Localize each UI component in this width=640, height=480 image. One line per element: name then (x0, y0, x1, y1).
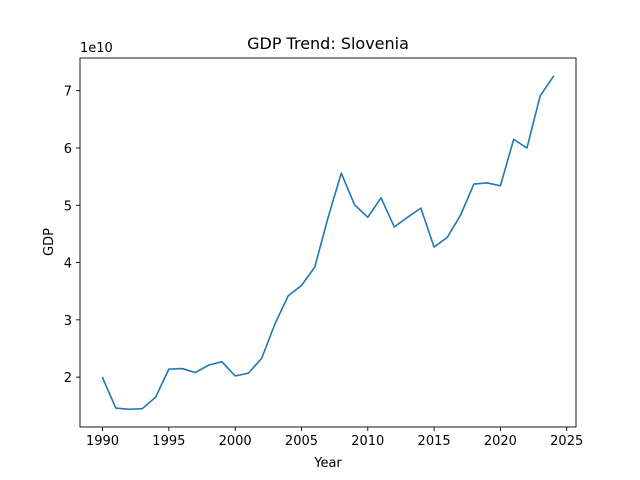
x-tick-label: 2000 (219, 434, 252, 449)
x-tick-label: 2015 (418, 434, 451, 449)
y-axis-offset-label: 1e10 (80, 41, 113, 56)
y-tick-label: 4 (64, 257, 72, 272)
y-tick-label: 3 (64, 314, 72, 329)
x-tick-label: 1990 (86, 434, 119, 449)
x-tick-label: 2005 (285, 434, 318, 449)
y-tick-label: 6 (64, 142, 72, 157)
y-tick-label: 5 (64, 199, 72, 214)
axes-frame (79, 57, 577, 428)
y-tick-label: 2 (64, 371, 72, 386)
y-axis: 2 3 4 5 6 7 (64, 85, 80, 386)
plot-area (79, 57, 577, 428)
y-tick-label: 7 (64, 85, 72, 100)
x-axis: 1990 1995 2000 2005 2010 2015 2020 2025 (86, 427, 583, 449)
chart-title: GDP Trend: Slovenia (247, 34, 409, 53)
x-tick-label: 2020 (484, 434, 517, 449)
x-tick-label: 1995 (152, 434, 185, 449)
x-axis-label: Year (313, 456, 342, 471)
series-line-0 (101, 75, 555, 411)
x-tick-label: 2010 (351, 434, 384, 449)
x-tick-label: 2025 (550, 434, 583, 449)
y-axis-label: GDP (42, 228, 57, 256)
